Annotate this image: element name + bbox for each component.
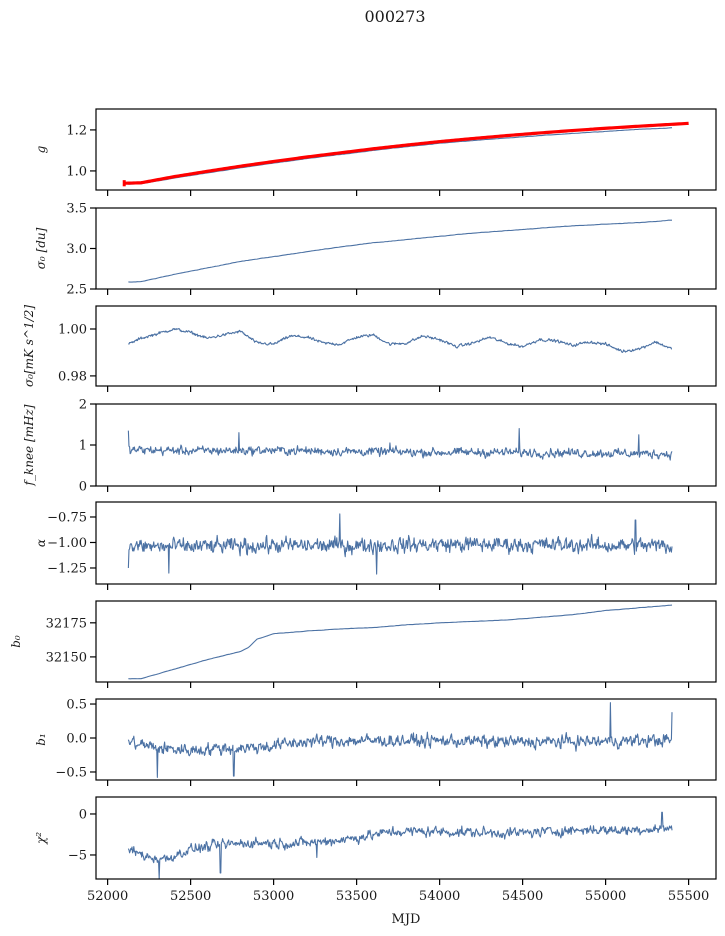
y-tick-label: 1.2 — [66, 123, 87, 138]
x-tick-label: 53000 — [253, 889, 294, 904]
axes-frame — [95, 698, 717, 781]
axes-frame — [95, 305, 717, 387]
panel-chi2: −5 0 52000 52500 53000 53500 54000 54500 55000 55… — [34, 796, 717, 904]
panel-b0: 32150 32175 b₀ — [9, 600, 717, 688]
y-axis-label-sigma0-du: σ₀ [du] — [34, 227, 48, 269]
panel-g: 1.0 1.2 g — [34, 108, 717, 196]
y-tick-label: −5 — [68, 848, 87, 863]
series-line-g — [128, 127, 673, 185]
y-tick-label: 2 — [79, 398, 87, 413]
x-tick-label: 53500 — [336, 889, 377, 904]
y-tick-label: 0 — [79, 480, 87, 495]
y-tick-label: 0.0 — [66, 732, 87, 747]
panel-fknee: 0 1 2 f_knee [mHz] — [22, 398, 717, 495]
x-tick-label: 52500 — [170, 889, 211, 904]
y-axis-label-b0: b₀ — [9, 635, 23, 648]
x-tick-label: 55500 — [668, 889, 709, 904]
axes-frame — [95, 796, 717, 880]
y-tick-label: 1 — [79, 439, 87, 454]
x-tick-label: 52000 — [87, 889, 128, 904]
y-tick-label: −1.25 — [47, 561, 87, 576]
y-tick-label: 0.5 — [66, 698, 87, 713]
x-axis-label: MJD — [392, 912, 421, 927]
axes-frame — [95, 403, 717, 487]
series-line-sigma0_mK — [128, 328, 673, 353]
series-line-chi2 — [127, 811, 673, 879]
y-tick-label: 0.98 — [58, 369, 87, 384]
y-tick-label: 3.0 — [66, 242, 87, 257]
x-tick-label: 54000 — [419, 889, 460, 904]
series-line-g-model — [124, 121, 689, 185]
axes-frame — [95, 600, 717, 683]
y-axis-label-alpha: α — [34, 539, 48, 547]
axes-frame — [95, 207, 717, 290]
y-tick-label: −1.00 — [47, 536, 87, 551]
panel-sigma0-du: 2.5 3.0 3.5 σ₀ [du] — [34, 202, 717, 298]
series-line-sigma0_du — [128, 219, 673, 283]
series-line-f_knee — [127, 428, 673, 461]
series-line-alpha — [127, 513, 673, 575]
axes-frame — [95, 108, 717, 191]
series-line-b0 — [128, 604, 673, 680]
y-tick-label: 32175 — [46, 616, 87, 631]
y-axis-label-chi2: χ² — [34, 832, 48, 845]
y-tick-label: −0.75 — [47, 510, 87, 525]
y-tick-label: 1.00 — [58, 322, 87, 337]
y-axis-label-g: g — [34, 145, 48, 153]
panel-sigma0-mk: 0.98 1.00 σ₀[mK s^1/2] — [22, 305, 717, 392]
x-tick-label: 55000 — [585, 889, 626, 904]
panel-alpha: −1.25 −1.00 −0.75 α — [34, 501, 717, 590]
series-line-b1 — [127, 702, 673, 778]
y-tick-label: −0.5 — [55, 765, 87, 780]
y-tick-label: 2.5 — [66, 283, 87, 298]
y-axis-label-fknee: f_knee [mHz] — [22, 404, 36, 486]
panel-b1: −0.5 0.0 0.5 b₁ — [34, 698, 717, 786]
y-axis-label-sigma0-mk: σ₀[mK s^1/2] — [22, 305, 36, 387]
panels: 1.0 1.2 g 2.5 3.0 3.5 σ₀ [du] 0.98 1.00 σ₀[mK s^1… — [9, 108, 717, 904]
chart-title: 000273 — [364, 7, 425, 26]
y-tick-label: 32150 — [46, 650, 87, 665]
x-tick-label: 54500 — [502, 889, 543, 904]
y-tick-label: 3.5 — [66, 202, 87, 217]
y-axis-label-b1: b₁ — [34, 733, 48, 746]
y-tick-label: 1.0 — [66, 164, 87, 179]
y-tick-label: 0 — [79, 807, 87, 822]
